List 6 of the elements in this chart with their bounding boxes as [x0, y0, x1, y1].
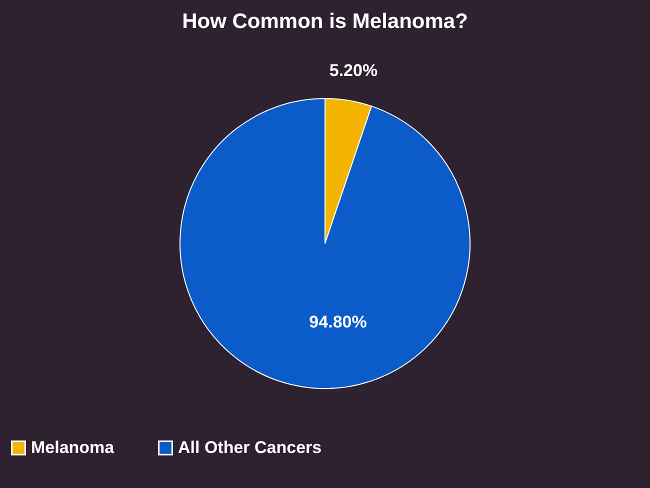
- pie-slice: [180, 98, 470, 389]
- legend-label: Melanoma: [31, 438, 115, 457]
- data-label: 94.80%: [309, 312, 367, 332]
- legend-label: All Other Cancers: [178, 438, 322, 457]
- data-label: 5.20%: [329, 60, 378, 80]
- chart-title: How Common is Melanoma?: [182, 10, 468, 33]
